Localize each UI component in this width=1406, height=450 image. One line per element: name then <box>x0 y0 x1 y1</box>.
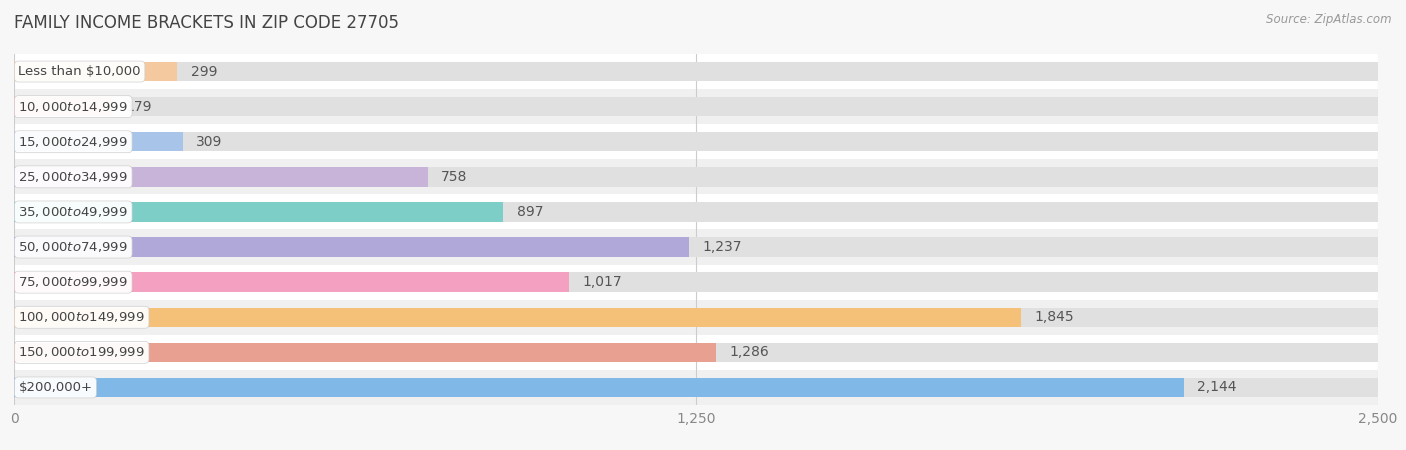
Bar <box>14 370 1378 405</box>
Bar <box>14 62 177 81</box>
Text: 299: 299 <box>191 64 218 79</box>
Text: 179: 179 <box>125 99 152 114</box>
Bar <box>14 265 1378 300</box>
Text: 2,144: 2,144 <box>1198 380 1237 395</box>
Bar <box>14 335 1378 370</box>
Bar <box>14 97 1378 116</box>
Bar <box>14 89 1378 124</box>
Text: 1,237: 1,237 <box>703 240 742 254</box>
Bar <box>14 378 1184 397</box>
Bar <box>14 300 1378 335</box>
Bar <box>14 167 427 186</box>
Text: FAMILY INCOME BRACKETS IN ZIP CODE 27705: FAMILY INCOME BRACKETS IN ZIP CODE 27705 <box>14 14 399 32</box>
Text: $200,000+: $200,000+ <box>18 381 93 394</box>
Text: 1,286: 1,286 <box>730 345 769 360</box>
Bar <box>14 132 183 151</box>
Bar <box>14 308 1378 327</box>
Text: 897: 897 <box>517 205 544 219</box>
Bar <box>14 54 1378 89</box>
Bar <box>14 343 716 362</box>
Text: Source: ZipAtlas.com: Source: ZipAtlas.com <box>1267 14 1392 27</box>
Text: $100,000 to $149,999: $100,000 to $149,999 <box>18 310 145 324</box>
Text: $35,000 to $49,999: $35,000 to $49,999 <box>18 205 128 219</box>
Bar <box>14 202 1378 221</box>
Text: $150,000 to $199,999: $150,000 to $199,999 <box>18 345 145 360</box>
Bar <box>14 378 1378 397</box>
Bar <box>14 202 503 221</box>
Bar <box>14 273 1378 292</box>
Text: $50,000 to $74,999: $50,000 to $74,999 <box>18 240 128 254</box>
Bar <box>14 238 1378 256</box>
Text: 758: 758 <box>441 170 468 184</box>
Bar <box>14 194 1378 230</box>
Text: 1,845: 1,845 <box>1035 310 1074 324</box>
Text: $75,000 to $99,999: $75,000 to $99,999 <box>18 275 128 289</box>
Bar <box>14 273 569 292</box>
Bar <box>14 132 1378 151</box>
Text: $25,000 to $34,999: $25,000 to $34,999 <box>18 170 128 184</box>
Bar <box>14 230 1378 265</box>
Text: Less than $10,000: Less than $10,000 <box>18 65 141 78</box>
Bar <box>14 62 1378 81</box>
Text: 1,017: 1,017 <box>582 275 621 289</box>
Text: $15,000 to $24,999: $15,000 to $24,999 <box>18 135 128 149</box>
Bar <box>14 159 1378 194</box>
Bar <box>14 343 1378 362</box>
Text: 309: 309 <box>197 135 222 149</box>
Bar <box>14 238 689 256</box>
Bar <box>14 308 1021 327</box>
Bar <box>14 97 111 116</box>
Text: $10,000 to $14,999: $10,000 to $14,999 <box>18 99 128 114</box>
Bar <box>14 124 1378 159</box>
Bar <box>14 167 1378 186</box>
